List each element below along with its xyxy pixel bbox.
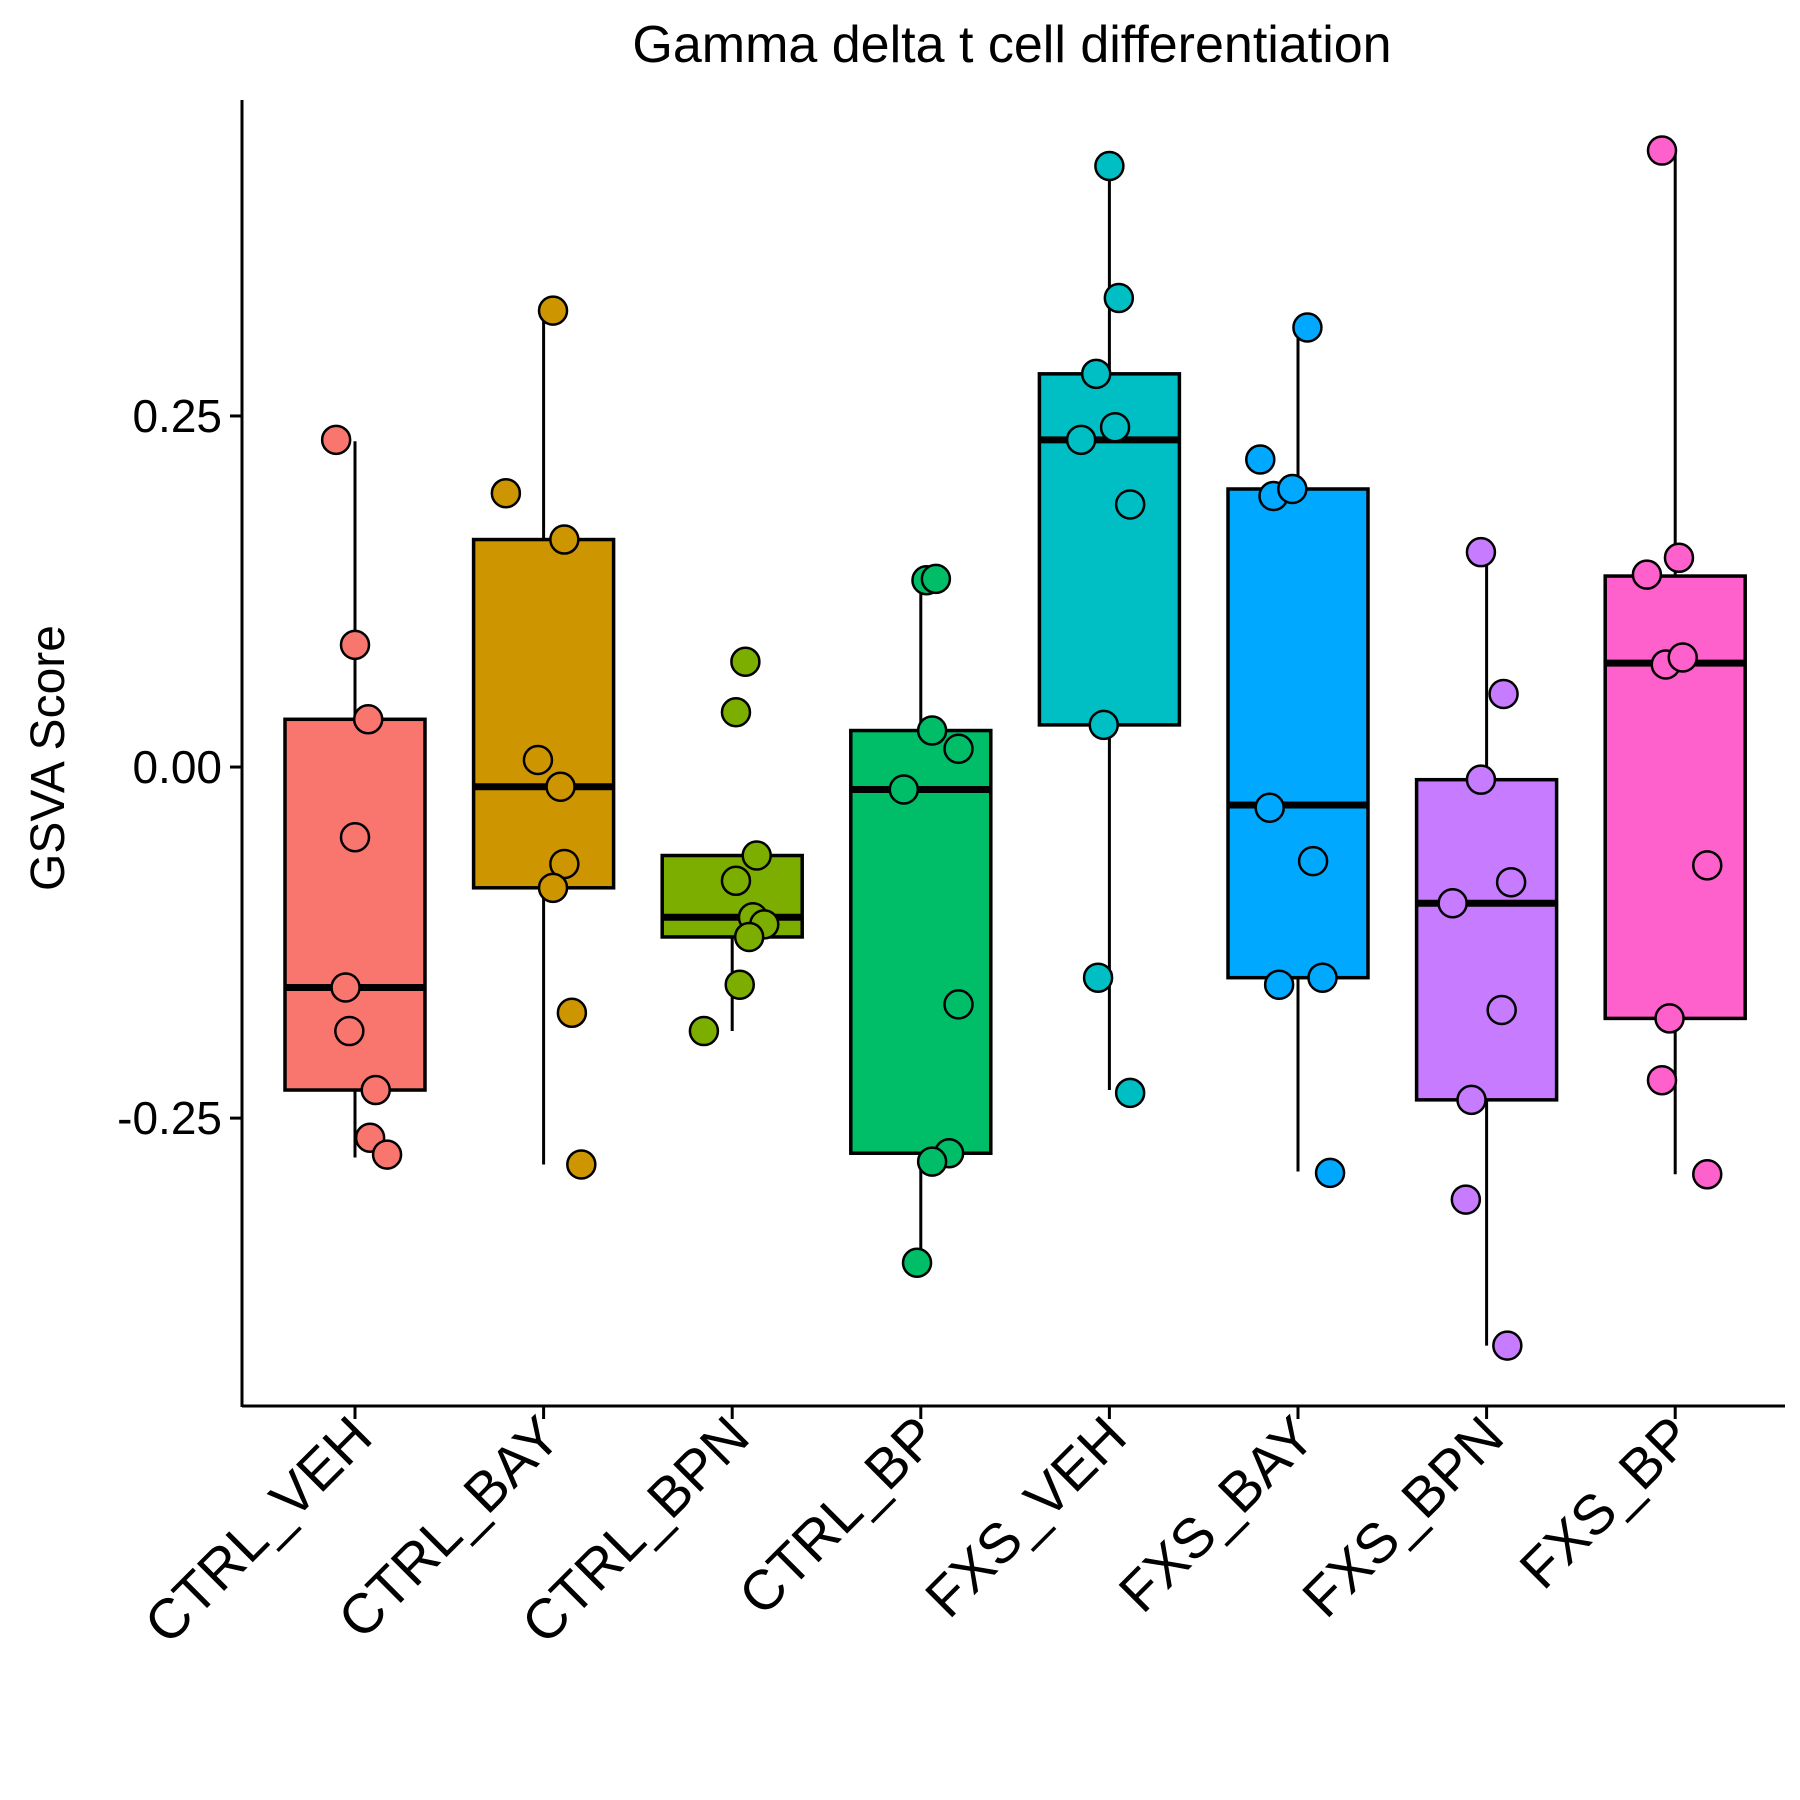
box-ctrl_bay xyxy=(471,537,616,890)
data-point xyxy=(1692,850,1723,881)
x-tick-label: FXS_BPN xyxy=(1290,1404,1515,1629)
data-point xyxy=(330,972,361,1003)
data-point xyxy=(730,646,761,677)
data-point xyxy=(1263,969,1295,1000)
data-point xyxy=(1488,678,1519,710)
data-point xyxy=(1663,542,1695,574)
data-point xyxy=(1297,845,1329,877)
data-point xyxy=(733,921,765,953)
data-point xyxy=(1099,411,1131,443)
data-point xyxy=(371,1139,403,1170)
data-point xyxy=(1114,489,1146,520)
data-point xyxy=(556,997,588,1029)
data-point xyxy=(1692,1159,1723,1190)
data-point xyxy=(688,1015,720,1047)
data-point xyxy=(943,733,974,765)
data-point xyxy=(1486,994,1517,1026)
y-tick-label: 0.25 xyxy=(132,390,222,442)
x-tick-label: FXS_BAY xyxy=(1107,1404,1327,1624)
box-ctrl_bp xyxy=(849,728,993,1155)
data-point xyxy=(901,1247,933,1279)
box-fxs_bay xyxy=(1226,487,1370,980)
data-point xyxy=(1080,358,1112,390)
data-point xyxy=(1082,962,1114,993)
data-point xyxy=(741,840,772,871)
data-point xyxy=(916,1146,948,1177)
data-point xyxy=(943,989,974,1020)
data-point xyxy=(724,969,755,1000)
data-point xyxy=(720,697,752,728)
data-point xyxy=(888,774,920,805)
data-point xyxy=(1465,764,1497,795)
data-point xyxy=(1654,1003,1685,1034)
data-point xyxy=(1450,1184,1482,1215)
chart-title: Gamma delta t cell differentiation xyxy=(632,16,1391,74)
data-point xyxy=(360,1074,391,1106)
data-point xyxy=(1646,1064,1678,1096)
data-point xyxy=(320,424,352,456)
data-point xyxy=(720,865,752,897)
data-point xyxy=(537,295,569,326)
x-ticks: CTRL_VEHCTRL_BAYCTRL_BPNCTRL_BPFXS_VEHFX… xyxy=(132,1404,1704,1655)
data-point xyxy=(1495,866,1527,898)
data-point xyxy=(566,1149,597,1180)
y-tick-label: 0.00 xyxy=(132,741,222,793)
data-point xyxy=(1465,536,1497,568)
data-point xyxy=(339,629,371,661)
data-point xyxy=(1667,642,1698,673)
data-point xyxy=(1631,559,1663,590)
box-fxs_bpn xyxy=(1414,777,1559,1102)
data-point xyxy=(1065,424,1097,456)
y-tick-label: -0.25 xyxy=(117,1092,222,1144)
data-point xyxy=(1646,135,1678,166)
data-point xyxy=(522,744,554,776)
data-point xyxy=(352,704,384,735)
data-point xyxy=(1245,444,1276,475)
data-point xyxy=(1277,473,1308,505)
data-point xyxy=(1103,282,1135,314)
points xyxy=(320,135,1723,1361)
data-point xyxy=(1094,150,1125,182)
data-point xyxy=(545,771,576,802)
data-point xyxy=(1292,312,1323,343)
data-point xyxy=(549,524,580,555)
y-ticks: -0.25 0.00 0.25 xyxy=(117,390,242,1144)
data-point xyxy=(1492,1330,1523,1361)
x-tick-label: CTRL_BP xyxy=(726,1404,949,1627)
data-point xyxy=(1114,1077,1146,1109)
data-point xyxy=(1088,709,1119,741)
data-point xyxy=(1437,888,1468,919)
data-point xyxy=(334,1015,365,1047)
data-point xyxy=(1307,962,1338,993)
box-fxs_bp xyxy=(1603,574,1747,1021)
data-point xyxy=(1456,1084,1487,1116)
data-point xyxy=(339,822,371,853)
data-point xyxy=(1254,792,1285,824)
data-point xyxy=(490,477,522,509)
y-axis-label: GSVA Score xyxy=(22,625,75,891)
data-point xyxy=(1314,1157,1346,1189)
x-tick-label: FXS_VEH xyxy=(913,1404,1138,1629)
x-tick-label: FXS_BP xyxy=(1507,1404,1703,1600)
data-point xyxy=(920,563,952,595)
boxes xyxy=(283,151,1747,1346)
data-point xyxy=(916,715,948,746)
data-point xyxy=(537,872,569,904)
